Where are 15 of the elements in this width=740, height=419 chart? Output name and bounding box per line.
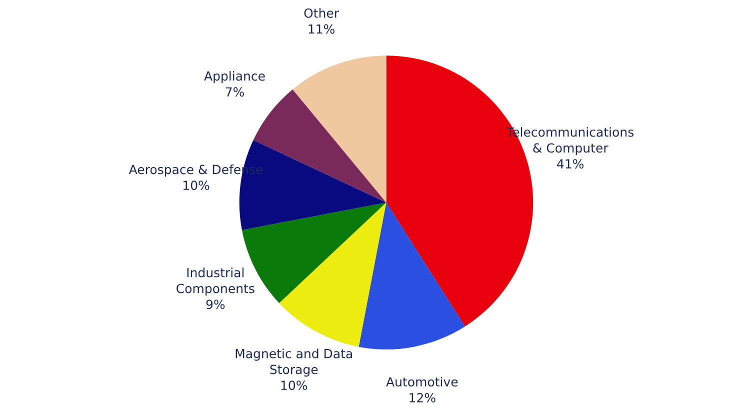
data-label: 10% xyxy=(281,380,308,390)
pie-slice xyxy=(279,202,386,347)
data-label: 12% xyxy=(410,392,436,402)
slice-label: Other xyxy=(304,8,340,18)
data-label: 7% xyxy=(226,87,244,97)
pie-slice xyxy=(292,56,386,203)
slice-label: Appliance xyxy=(204,71,265,84)
data-label: 41% xyxy=(557,159,584,169)
pie-slice xyxy=(358,202,465,350)
data-label: 9% xyxy=(206,300,225,310)
slice-label: Magnetic and Data Storage xyxy=(236,348,352,377)
slice-label: Industrial Components xyxy=(176,268,254,296)
slice-label: Automotive xyxy=(386,376,458,387)
data-label: 11% xyxy=(308,24,334,34)
data-label: 10% xyxy=(184,180,210,190)
